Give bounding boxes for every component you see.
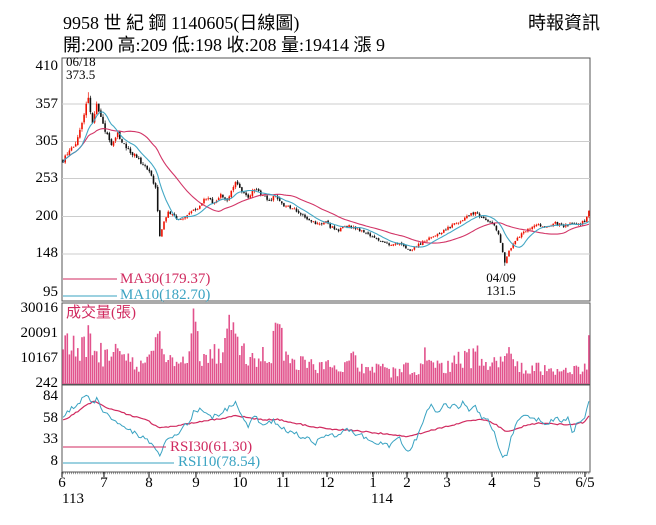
volume-axis-label: 30016 bbox=[20, 300, 59, 316]
rsi-axis-label: 84 bbox=[43, 388, 58, 404]
volume-axis-label: 20091 bbox=[20, 325, 59, 341]
volume-bars bbox=[62, 308, 590, 384]
month-axis-label: 6/5 bbox=[575, 475, 595, 491]
price-axis-label: 410 bbox=[35, 58, 59, 74]
volume-pane-label: 成交量(張) bbox=[66, 305, 136, 321]
page-title: 9958 世 紀 鋼 1140605(日線圖) bbox=[63, 13, 300, 33]
price-axis-label: 200 bbox=[35, 208, 59, 224]
month-axis-label: 5 bbox=[533, 475, 541, 491]
rsi-axis-label: 58 bbox=[43, 410, 58, 426]
month-axis-label: 3 bbox=[443, 475, 451, 491]
rsi-lines bbox=[62, 394, 590, 459]
annotation-peak-price: 373.5 bbox=[66, 67, 96, 82]
candle-bodies bbox=[62, 97, 590, 263]
volume-axis-label: 10167 bbox=[20, 350, 59, 366]
rsi-axis-label: 33 bbox=[43, 431, 58, 447]
data-source-label: 時報資訊 bbox=[528, 13, 600, 33]
volume-axis-label: 242 bbox=[35, 375, 59, 391]
price-axis-label: 305 bbox=[35, 133, 59, 149]
month-axis-label: 7 bbox=[100, 475, 108, 491]
month-axis-label: 6 bbox=[58, 475, 66, 491]
month-axis-label: 1 bbox=[369, 475, 377, 491]
quote-summary: 開:200 高:209 低:198 收:208 量:19414 漲 9 bbox=[63, 35, 386, 55]
price-gridlines bbox=[62, 103, 590, 255]
month-axis-label: 12 bbox=[319, 475, 335, 491]
month-axis-label: 10 bbox=[232, 475, 248, 491]
ma-lines bbox=[62, 111, 590, 248]
annotation-low: 04/09 131.5 bbox=[473, 271, 529, 297]
month-axis-label: 4 bbox=[488, 475, 496, 491]
legend-rsi30: RSI30(61.30) bbox=[170, 439, 253, 455]
month-axis-label: 2 bbox=[403, 475, 411, 491]
price-axis-label: 148 bbox=[35, 245, 59, 261]
annotation-low-price: 131.5 bbox=[486, 283, 516, 298]
month-axis-label: 9 bbox=[192, 475, 200, 491]
annotation-low-date: 04/09 bbox=[486, 270, 516, 285]
legend-swatches bbox=[63, 278, 174, 464]
rsi-axis-label: 8 bbox=[50, 453, 59, 469]
era-label-113: 113 bbox=[62, 491, 84, 507]
legend-ma30: MA30(179.37) bbox=[120, 271, 211, 287]
legend-ma10: MA10(182.70) bbox=[120, 287, 211, 303]
price-axis-label: 95 bbox=[43, 284, 58, 300]
month-axis-label: 11 bbox=[275, 475, 291, 491]
era-label-114: 114 bbox=[371, 491, 393, 507]
price-axis-label: 357 bbox=[35, 96, 59, 112]
price-axis-label: 253 bbox=[35, 170, 59, 186]
month-axis-label: 8 bbox=[145, 475, 153, 491]
annotation-peak-date: 06/18 bbox=[66, 54, 96, 69]
legend-rsi10: RSI10(78.54) bbox=[178, 454, 261, 470]
annotation-peak: 06/18 373.5 bbox=[66, 55, 96, 81]
x-axis-ticks bbox=[61, 472, 590, 477]
